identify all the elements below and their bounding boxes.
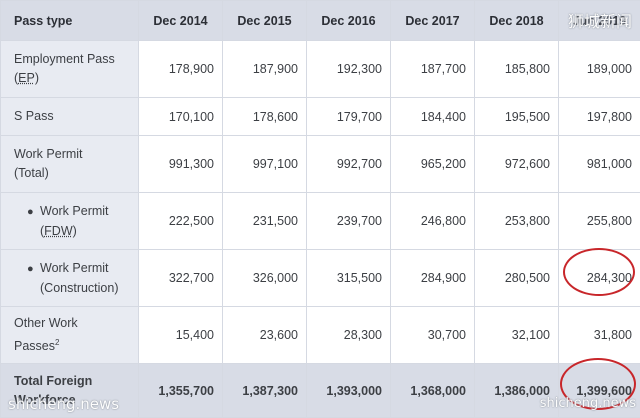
row-label-line2: (Construction) bbox=[40, 280, 119, 295]
header-pass-type: Pass type bbox=[0, 0, 139, 41]
table-cell: 23,600 bbox=[222, 306, 307, 364]
table-cell: 315,500 bbox=[306, 249, 391, 307]
table-cell: 179,700 bbox=[306, 97, 391, 136]
header-dec-2015: Dec 2015 bbox=[222, 0, 307, 41]
table-row: Other Work Passes2 15,400 23,600 28,300 … bbox=[0, 306, 640, 364]
table-cell: 189,000 bbox=[558, 40, 640, 98]
row-label-line1: Total Foreign bbox=[14, 373, 93, 388]
row-label-line1: Work Permit bbox=[40, 260, 109, 275]
table-cell: 280,500 bbox=[474, 249, 559, 307]
header-dec-2014: Dec 2014 bbox=[138, 0, 223, 41]
row-label-line2: Workforce bbox=[14, 392, 76, 407]
table-row: S Pass 170,100 178,600 179,700 184,400 1… bbox=[0, 97, 640, 136]
table-cell: 187,700 bbox=[390, 40, 475, 98]
table-cell: 326,000 bbox=[222, 249, 307, 307]
table-cell: 965,200 bbox=[390, 135, 475, 193]
table-cell: 170,100 bbox=[138, 97, 223, 136]
table-cell: 1,386,000 bbox=[474, 363, 559, 418]
row-label-line1: Work Permit bbox=[40, 203, 109, 218]
row-label-work-permit-fdw: ● Work Permit (FDW) bbox=[0, 192, 139, 250]
row-label-line1: S Pass bbox=[14, 109, 54, 123]
table-cell: 1,387,300 bbox=[222, 363, 307, 418]
row-label-other-work-passes: Other Work Passes2 bbox=[0, 306, 139, 364]
table-row: Work Permit (Total) 991,300 997,100 992,… bbox=[0, 135, 640, 193]
table-row: Employment Pass (EP) 178,900 187,900 192… bbox=[0, 40, 640, 98]
table-cell: 32,100 bbox=[474, 306, 559, 364]
bullet-icon: ● bbox=[27, 205, 34, 218]
row-label-work-permit-total: Work Permit (Total) bbox=[0, 135, 139, 193]
table-cell: 28,300 bbox=[306, 306, 391, 364]
table-cell: 239,700 bbox=[306, 192, 391, 250]
table-cell: 1,368,000 bbox=[390, 363, 475, 418]
row-label-line2: (Total) bbox=[14, 166, 49, 180]
table-cell: 322,700 bbox=[138, 249, 223, 307]
table-cell: 255,800 bbox=[558, 192, 640, 250]
table-cell: 997,100 bbox=[222, 135, 307, 193]
table-cell: 972,600 bbox=[474, 135, 559, 193]
footnote-marker: 2 bbox=[55, 337, 60, 347]
table-cell: 992,700 bbox=[306, 135, 391, 193]
row-label-line1: Employment Pass bbox=[14, 52, 115, 66]
table-cell: 284,300 bbox=[558, 249, 640, 307]
table-cell: 981,000 bbox=[558, 135, 640, 193]
row-label-line1: Work Permit bbox=[14, 147, 83, 161]
table-cell: 178,600 bbox=[222, 97, 307, 136]
table-cell: 1,393,000 bbox=[306, 363, 391, 418]
header-jun-2019: Jun 2019 bbox=[558, 0, 640, 41]
table-cell: 1,355,700 bbox=[138, 363, 223, 418]
row-label-line1: Other Work bbox=[14, 315, 78, 330]
header-dec-2016: Dec 2016 bbox=[306, 0, 391, 41]
table-cell: 187,900 bbox=[222, 40, 307, 98]
table-cell: 197,800 bbox=[558, 97, 640, 136]
table-cell: 231,500 bbox=[222, 192, 307, 250]
table-row-total: Total Foreign Workforce 1,355,700 1,387,… bbox=[0, 363, 640, 418]
table-cell: 195,500 bbox=[474, 97, 559, 136]
table-row: ● Work Permit (FDW) 222,500 231,500 239,7… bbox=[0, 192, 640, 250]
table-cell: 192,300 bbox=[306, 40, 391, 98]
row-label-employment-pass: Employment Pass (EP) bbox=[0, 40, 139, 98]
row-label-s-pass: S Pass bbox=[0, 97, 139, 136]
table-cell: 222,500 bbox=[138, 192, 223, 250]
row-label-total-foreign-workforce: Total Foreign Workforce bbox=[0, 363, 139, 418]
table-cell: 253,800 bbox=[474, 192, 559, 250]
header-dec-2018: Dec 2018 bbox=[474, 0, 559, 41]
table-row: ● Work Permit (Construction) 322,700 326,… bbox=[0, 249, 640, 307]
header-dec-2017: Dec 2017 bbox=[390, 0, 475, 41]
table-cell: 185,800 bbox=[474, 40, 559, 98]
table-cell: 184,400 bbox=[390, 97, 475, 136]
table-cell: 1,399,600 bbox=[558, 363, 640, 418]
row-label-line2: Passes bbox=[14, 339, 55, 354]
table-cell: 15,400 bbox=[138, 306, 223, 364]
table-cell: 30,700 bbox=[390, 306, 475, 364]
table-cell: 284,900 bbox=[390, 249, 475, 307]
table-cell: 178,900 bbox=[138, 40, 223, 98]
abbr-ep: EP bbox=[18, 71, 35, 85]
table-cell: 246,800 bbox=[390, 192, 475, 250]
abbr-fdw: FDW bbox=[44, 223, 73, 238]
row-label-work-permit-construction: ● Work Permit (Construction) bbox=[0, 249, 139, 307]
table-cell: 31,800 bbox=[558, 306, 640, 364]
table-header-row: Pass type Dec 2014 Dec 2015 Dec 2016 Dec… bbox=[0, 0, 640, 41]
bullet-icon: ● bbox=[27, 262, 34, 275]
table-cell: 991,300 bbox=[138, 135, 223, 193]
